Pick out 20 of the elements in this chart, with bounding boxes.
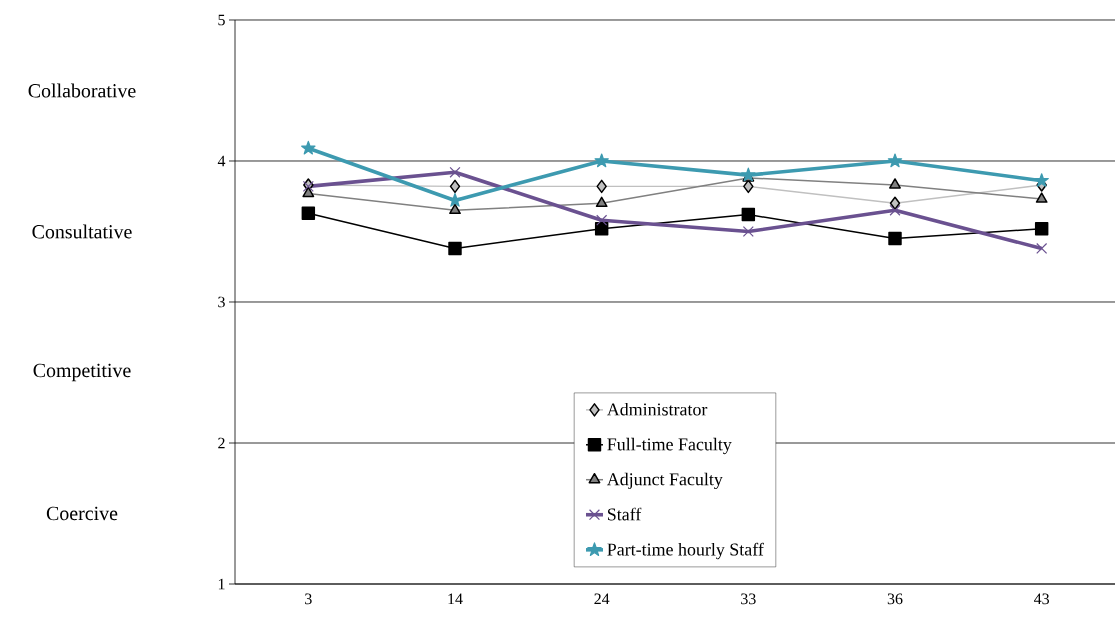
text: Competitive	[33, 363, 131, 382]
y-tick-label: 2	[218, 437, 225, 449]
text: Collaborative	[28, 83, 136, 98]
y-tick-label: 1	[218, 578, 225, 590]
x-tick-label: 36	[887, 593, 903, 605]
x-tick-label: 14	[448, 593, 463, 605]
x-tick-label: 33	[741, 593, 756, 605]
x-tick-label: 24	[594, 593, 610, 605]
text: Consultative	[32, 224, 132, 239]
legend-label: Staff	[607, 507, 642, 521]
legend-label: Administrator	[606, 402, 708, 416]
y-tick-label: 3	[218, 296, 225, 308]
x-tick-label: 43	[1034, 593, 1050, 605]
y-tick-label: 4	[217, 155, 226, 167]
text: Coercive	[46, 506, 118, 521]
y-tick-label: 5	[218, 14, 225, 26]
x-tick-label: 3	[305, 593, 312, 605]
legend-label: Adjunct Faculty	[606, 472, 723, 490]
legend-label: Part-time hourly Staff	[607, 542, 764, 560]
legend-label: Full-time Faculty	[607, 437, 732, 455]
